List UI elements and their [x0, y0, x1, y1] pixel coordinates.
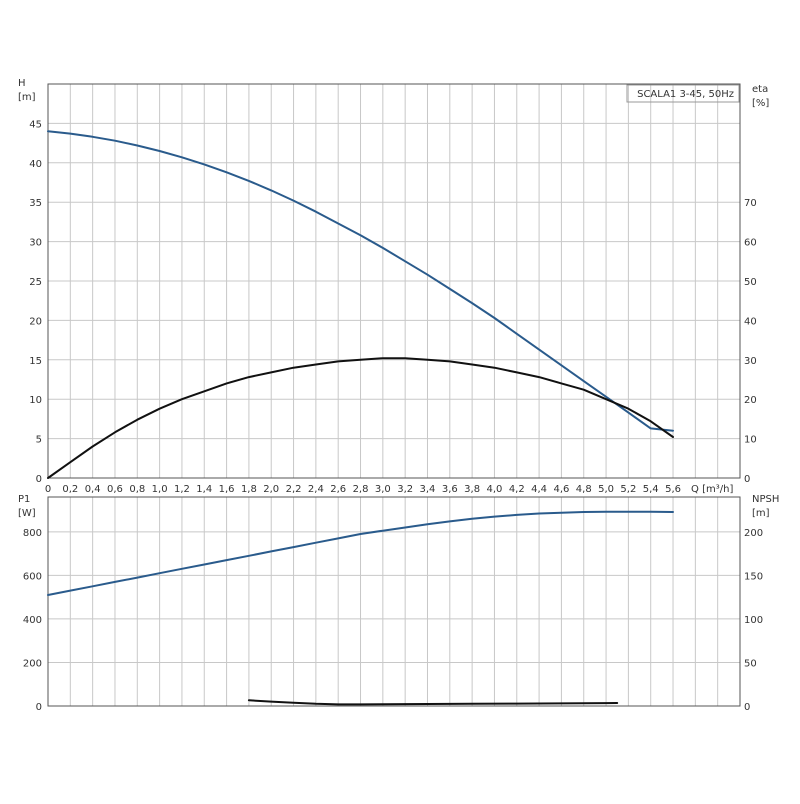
bottom-series-line-2: [247, 699, 619, 706]
top-x-tick-label: 0,2: [62, 484, 78, 495]
bottom-right-axis-label: NPSH: [752, 494, 779, 505]
top-x-tick-label: 1,4: [196, 484, 212, 495]
top-x-tick-label: 3,8: [464, 484, 480, 495]
top-left-tick-label: 35: [29, 198, 42, 209]
top-right-tick-label: 30: [744, 356, 757, 367]
top-x-tick-label: 2,8: [353, 484, 369, 495]
bottom-left-tick-label: 800: [23, 528, 42, 539]
top-left-axis-label: H: [18, 78, 26, 89]
top-x-tick-label: 1,8: [241, 484, 257, 495]
top-x-tick-label: 5,4: [643, 484, 659, 495]
top-x-axis-label: Q [m³/h]: [691, 484, 733, 495]
bottom-left-tick-label: 200: [23, 658, 42, 669]
top-right-tick-label: 70: [744, 198, 757, 209]
top-x-tick-label: 0,8: [129, 484, 145, 495]
bottom-left-axis-unit: [W]: [18, 508, 36, 519]
top-x-tick-label: 5,6: [665, 484, 681, 495]
top-right-tick-label: 40: [744, 316, 757, 327]
top-right-axis-label: eta: [752, 84, 768, 95]
top-x-tick-label: 1,2: [174, 484, 190, 495]
top-x-tick-label: 4,8: [576, 484, 592, 495]
top-series-line-2: [47, 357, 674, 479]
bottom-right-tick-label: 200: [744, 528, 763, 539]
top-left-tick-label: 0: [36, 474, 42, 485]
bottom-plot-frame: [47, 496, 741, 707]
top-left-tick-label: 25: [29, 277, 42, 288]
top-x-tick-label: 3,0: [375, 484, 391, 495]
top-left-tick-label: 15: [29, 356, 42, 367]
top-left-tick-label: 40: [29, 159, 42, 170]
top-x-tick-label: 4,2: [509, 484, 525, 495]
bottom-left-tick-label: 600: [23, 571, 42, 582]
bottom-right-tick-label: 0: [744, 702, 750, 713]
top-right-tick-label: 60: [744, 238, 757, 249]
top-right-tick-label: 50: [744, 277, 757, 288]
bottom-left-tick-label: 400: [23, 615, 42, 626]
top-left-tick-label: 20: [29, 316, 42, 327]
top-x-tick-label: 5,2: [620, 484, 636, 495]
top-x-tick-label: 4,4: [531, 484, 547, 495]
top-right-tick-label: 20: [744, 395, 757, 406]
chart-title-box: [626, 84, 740, 103]
top-left-tick-label: 45: [29, 119, 42, 130]
top-plot-frame: [47, 83, 741, 479]
top-x-tick-label: 1,0: [152, 484, 168, 495]
top-right-tick-label: 10: [744, 435, 757, 446]
top-x-tick-label: 5,0: [598, 484, 614, 495]
top-x-tick-label: 1,6: [219, 484, 235, 495]
top-x-tick-label: 0: [45, 484, 51, 495]
bottom-left-axis-label: P1: [18, 494, 30, 505]
bottom-left-tick-label: 0: [36, 702, 42, 713]
top-series-line-1: [47, 130, 674, 432]
top-x-tick-label: 2,2: [286, 484, 302, 495]
top-x-tick-label: 2,4: [308, 484, 324, 495]
top-left-tick-label: 30: [29, 238, 42, 249]
top-right-tick-label: 0: [744, 474, 750, 485]
top-left-tick-label: 5: [36, 435, 42, 446]
top-x-tick-label: 0,4: [85, 484, 101, 495]
bottom-right-tick-label: 150: [744, 571, 763, 582]
top-x-tick-label: 4,6: [553, 484, 569, 495]
top-left-tick-label: 10: [29, 395, 42, 406]
bottom-right-axis-unit: [m]: [752, 508, 770, 519]
top-right-axis-unit: [%]: [752, 98, 769, 109]
top-x-tick-label: 3,6: [442, 484, 458, 495]
top-x-tick-label: 2,0: [263, 484, 279, 495]
chart-title: SCALA1 3-45, 50Hz: [637, 89, 734, 100]
top-x-tick-label: 4,0: [486, 484, 502, 495]
top-x-tick-label: 3,2: [397, 484, 413, 495]
top-x-tick-label: 3,4: [420, 484, 436, 495]
top-left-axis-unit: [m]: [18, 92, 36, 103]
bottom-series-line-1: [47, 510, 674, 596]
bottom-right-tick-label: 50: [744, 658, 757, 669]
bottom-right-tick-label: 100: [744, 615, 763, 626]
top-x-tick-label: 0,6: [107, 484, 123, 495]
top-x-tick-label: 2,6: [330, 484, 346, 495]
